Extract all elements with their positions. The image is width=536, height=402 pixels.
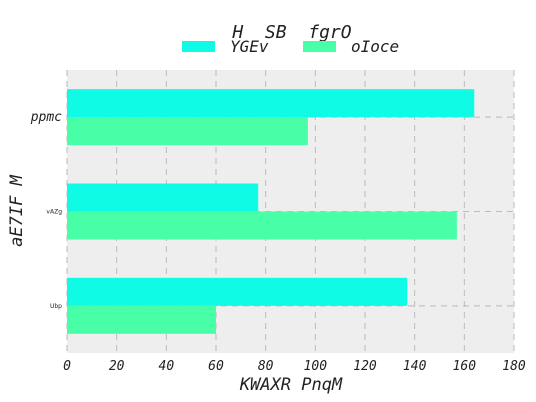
x-tick-label-3: 60 [208,359,224,374]
chart-title: H SB fgrO [231,22,351,43]
y-tick-label-0: ppmc [30,110,62,125]
x-tick-label-9: 180 [502,359,526,374]
x-tick-label-8: 160 [453,359,477,374]
bar-oIoce-ppmc [67,117,308,146]
bar-oIoce-vAZg [67,211,457,240]
x-tick-label-1: 20 [109,359,125,374]
bar-YGEv-Ubp [67,277,408,306]
legend-label-1: oIoce [351,37,399,56]
x-tick-label-5: 100 [304,359,328,374]
legend-swatch-1 [303,41,336,52]
legend: YGEv oIoce [182,37,399,56]
legend-swatch-0 [182,41,215,52]
y-tick-label-2: Ubp [50,303,62,310]
x-tick-label-4: 80 [258,359,274,374]
x-tick-label-6: 120 [353,359,377,374]
bar-YGEv-vAZg [67,183,259,212]
y-tick-label-1: vAZg [46,209,62,216]
x-axis-label: KWAXR PnqM [239,375,343,395]
bars-group [67,89,475,334]
legend-label-0: YGEv [230,37,269,56]
x-tick-label-0: 0 [63,359,71,374]
y-axis-label: aE7IF M [7,174,27,246]
x-tick-label-7: 140 [403,359,427,374]
x-tick-label-2: 40 [159,359,175,374]
y-tick-labels: ppmc vAZg Ubp [30,110,63,310]
x-tick-labels: 0 20 40 60 80 100 120 140 160 180 [63,359,526,374]
bar-YGEv-ppmc [67,89,475,118]
bar-oIoce-Ubp [67,305,216,334]
